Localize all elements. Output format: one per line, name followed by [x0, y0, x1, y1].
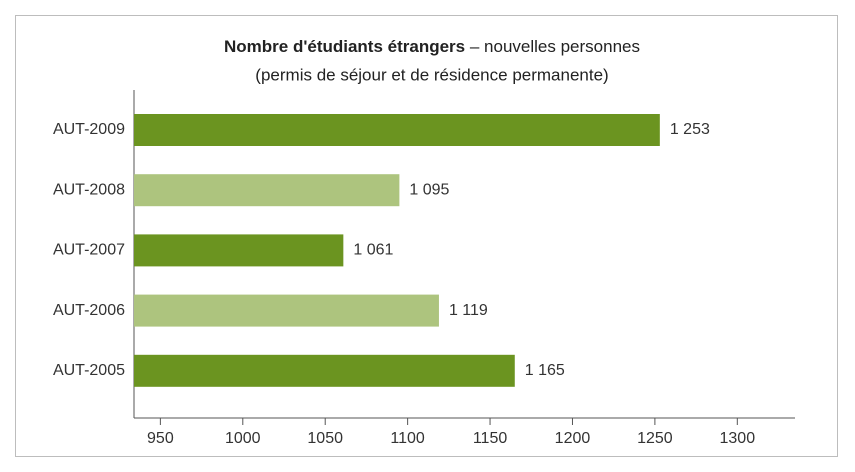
- chart-title: Nombre d'étudiants étrangers – nouvelles…: [224, 37, 640, 56]
- bar: [134, 294, 439, 327]
- x-tick-label: 950: [147, 430, 174, 447]
- bar: [134, 174, 400, 207]
- y-tick-label: AUT-2007: [53, 242, 125, 259]
- value-label: 1 165: [525, 362, 565, 379]
- x-tick-label: 1150: [473, 430, 508, 447]
- title-bold: Nombre d'étudiants étrangers: [224, 37, 465, 56]
- x-tick-label: 1050: [307, 430, 343, 447]
- value-label: 1 119: [449, 302, 488, 319]
- y-tick-label: AUT-2005: [53, 362, 125, 379]
- bar: [134, 114, 660, 146]
- x-tick-label: 1250: [637, 430, 673, 447]
- value-label: 1 061: [353, 242, 393, 259]
- value-label: 1 095: [409, 181, 449, 198]
- value-label: 1 253: [670, 121, 710, 138]
- bar: [134, 354, 515, 387]
- x-tick-label: 1000: [225, 430, 261, 447]
- y-tick-label: AUT-2006: [53, 302, 125, 319]
- chart-subtitle: (permis de séjour et de résidence perman…: [255, 65, 608, 84]
- title-rest: – nouvelles personnes: [470, 37, 640, 56]
- y-tick-label: AUT-2008: [53, 181, 125, 198]
- x-tick-label: 1300: [720, 430, 756, 447]
- x-tick-label: 1200: [555, 430, 591, 447]
- x-tick-label: 1100: [390, 430, 425, 447]
- bar: [134, 234, 344, 267]
- y-tick-label: AUT-2009: [53, 121, 125, 138]
